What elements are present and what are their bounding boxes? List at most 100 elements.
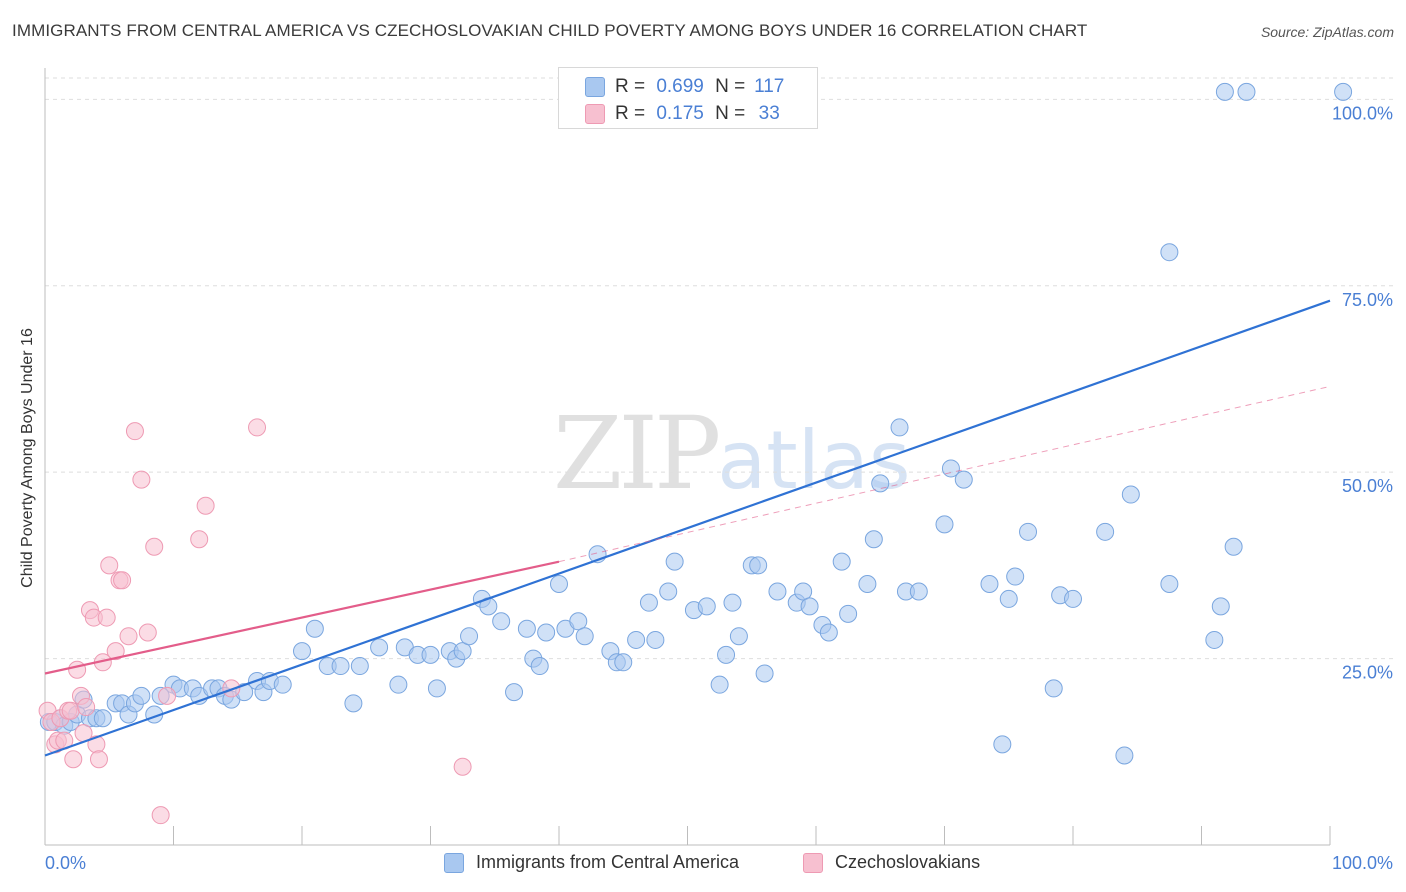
data-point-central-america	[305, 619, 324, 638]
data-point-central-america	[614, 653, 633, 672]
y-tick-label: 75.0%	[1342, 290, 1393, 310]
legend-swatch-pink	[803, 852, 823, 873]
data-point-central-america	[819, 623, 838, 642]
data-point-central-america	[389, 675, 408, 694]
x-tick-label-min: 0.0%	[45, 853, 86, 873]
n-label: N =	[715, 76, 746, 97]
blue-swatch	[585, 77, 605, 97]
data-point-czechoslovakians	[89, 750, 108, 769]
data-point-central-america	[132, 686, 151, 705]
data-point-central-america	[453, 642, 472, 661]
data-point-central-america	[1019, 522, 1038, 541]
legend-label: Czechoslovakians	[835, 852, 981, 872]
data-point-central-america	[517, 619, 536, 638]
legend-item-central-america: Immigrants from Central America	[444, 852, 739, 873]
data-point-central-america	[768, 582, 787, 601]
source-label: Source: ZipAtlas.com	[1260, 24, 1394, 40]
data-point-central-america	[723, 593, 742, 612]
data-point-central-america	[492, 612, 511, 631]
data-point-central-america	[1160, 575, 1179, 594]
pink-swatch	[585, 104, 605, 124]
stats-legend-row-pink: R = 0.175 N = 33	[585, 103, 793, 125]
stats-legend-row-blue: R = 0.699 N = 117	[585, 76, 793, 98]
data-point-czechoslovakians	[158, 686, 177, 705]
data-point-czechoslovakians	[138, 623, 157, 642]
data-point-central-america	[1211, 597, 1230, 616]
n-label: N =	[715, 103, 746, 124]
data-point-central-america	[293, 642, 311, 661]
data-point-czechoslovakians	[125, 422, 144, 441]
data-point-central-america	[1096, 522, 1115, 541]
data-point-central-america	[530, 657, 549, 676]
data-point-central-america	[460, 627, 479, 646]
data-point-central-america	[659, 582, 678, 601]
data-point-central-america	[697, 597, 716, 616]
data-point-czechoslovakians	[453, 757, 472, 776]
data-point-central-america	[1334, 82, 1353, 101]
data-point-central-america	[935, 515, 954, 534]
data-point-central-america	[627, 630, 646, 649]
y-tick-label: 25.0%	[1342, 663, 1393, 683]
legend-swatch-blue	[444, 852, 464, 873]
data-point-central-america	[350, 657, 369, 676]
data-point-central-america	[941, 459, 960, 478]
data-point-central-america	[909, 582, 928, 601]
n-value: 117	[754, 76, 785, 97]
data-point-central-america	[550, 575, 568, 594]
data-point-czechoslovakians	[100, 556, 119, 575]
r-value: 0.699	[656, 76, 704, 97]
data-point-czechoslovakians	[77, 698, 96, 717]
data-point-central-america	[999, 589, 1018, 608]
data-point-central-america	[980, 575, 999, 594]
data-point-central-america	[1205, 630, 1224, 649]
data-point-central-america	[575, 627, 594, 646]
data-point-central-america	[1121, 485, 1140, 504]
data-point-central-america	[800, 597, 819, 616]
legend-item-czechoslovakians: Czechoslovakians	[803, 852, 980, 873]
data-point-central-america	[331, 657, 350, 676]
data-point-central-america	[839, 604, 858, 623]
chart-title: IMMIGRANTS FROM CENTRAL AMERICA VS CZECH…	[12, 21, 1088, 40]
data-point-central-america	[665, 552, 684, 571]
data-point-czechoslovakians	[97, 608, 116, 627]
data-point-central-america	[1115, 746, 1134, 765]
y-tick-label: 50.0%	[1342, 476, 1393, 496]
r-label: R =	[615, 76, 646, 97]
data-point-central-america	[639, 593, 658, 612]
data-point-czechoslovakians	[248, 418, 267, 437]
stats-legend: R = 0.699 N = 117 R = 0.175 N = 33	[558, 67, 818, 129]
data-point-central-america	[537, 623, 556, 642]
data-point-central-america	[858, 575, 877, 594]
data-point-czechoslovakians	[106, 642, 125, 661]
data-point-czechoslovakians	[113, 571, 132, 590]
data-point-czechoslovakians	[151, 806, 170, 825]
data-point-central-america	[710, 675, 729, 694]
data-point-central-america	[864, 530, 883, 549]
data-point-czechoslovakians	[68, 660, 87, 679]
data-point-central-america	[427, 679, 446, 698]
data-point-czechoslovakians	[64, 750, 83, 769]
data-point-czechoslovakians	[190, 530, 209, 549]
data-point-central-america	[717, 645, 736, 664]
y-tick-label: 100.0%	[1332, 103, 1393, 123]
data-point-czechoslovakians	[119, 627, 138, 646]
data-point-central-america	[993, 735, 1012, 754]
data-point-central-america	[890, 418, 909, 437]
data-point-central-america	[1224, 537, 1243, 556]
data-point-czechoslovakians	[196, 496, 215, 515]
data-point-czechoslovakians	[145, 537, 164, 556]
data-point-central-america	[505, 683, 524, 702]
watermark-zip: ZIP	[553, 395, 721, 512]
n-value: 33	[758, 103, 780, 124]
r-value: 0.175	[656, 103, 704, 124]
data-point-czechoslovakians	[61, 701, 80, 720]
data-point-central-america	[954, 470, 973, 489]
data-point-central-america	[1160, 243, 1179, 262]
data-point-central-america	[1215, 82, 1234, 101]
data-point-central-america	[794, 582, 813, 601]
y-axis-label: Child Poverty Among Boys Under 16	[19, 328, 36, 588]
data-point-central-america	[1237, 82, 1256, 101]
data-point-central-america	[729, 627, 748, 646]
data-point-central-america	[832, 552, 851, 571]
